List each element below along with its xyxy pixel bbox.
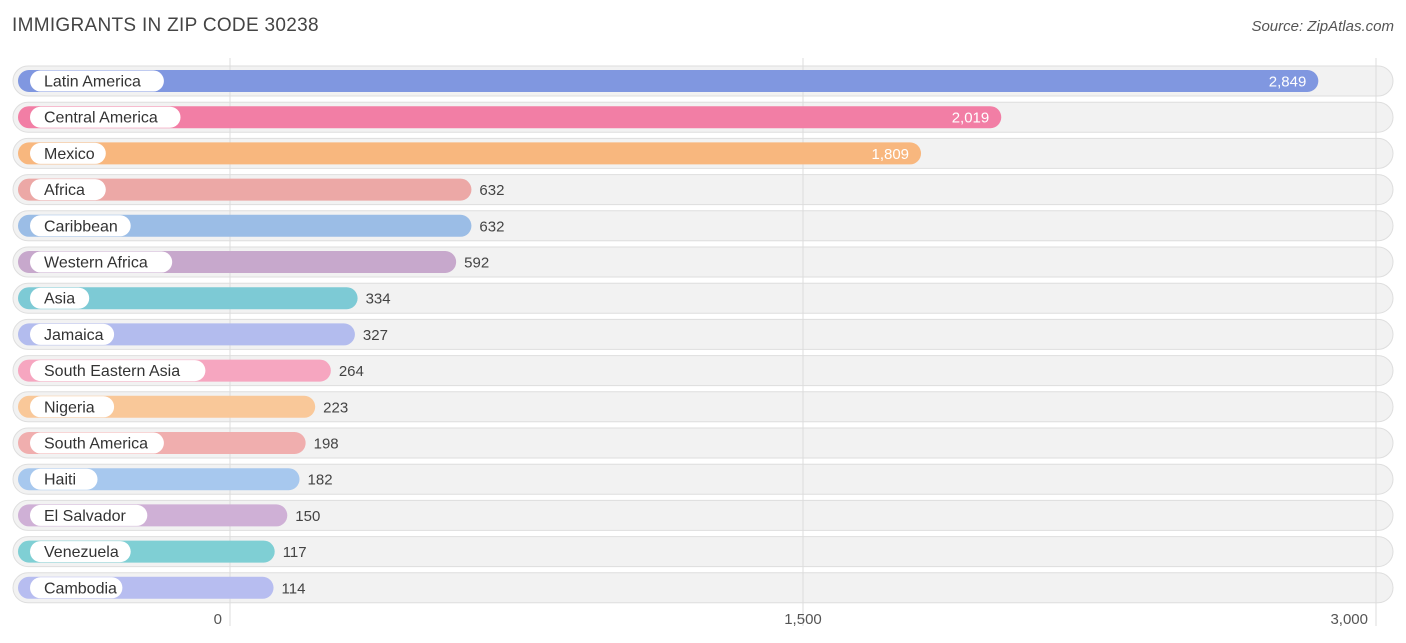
category-label: Nigeria xyxy=(44,399,95,416)
category-label: Caribbean xyxy=(44,218,118,235)
value-label: 592 xyxy=(464,255,489,272)
category-label: South America xyxy=(44,436,148,453)
category-label: Venezuela xyxy=(44,544,119,561)
value-label: 117 xyxy=(283,544,307,561)
category-label: Cambodia xyxy=(44,580,117,597)
category-label-bg xyxy=(30,179,106,201)
value-label: 2,849 xyxy=(1269,74,1307,91)
category-label-bg xyxy=(30,504,148,526)
bar-track xyxy=(12,355,1394,387)
value-label: 150 xyxy=(295,508,320,525)
bar-track xyxy=(12,318,1394,350)
category-label-bg xyxy=(30,106,181,128)
value-label: 198 xyxy=(314,436,339,453)
category-label-bg xyxy=(30,70,164,92)
category-label-bg xyxy=(30,468,98,490)
bar xyxy=(18,142,922,165)
bar-track xyxy=(12,536,1394,568)
bar-track xyxy=(12,499,1394,531)
value-label: 334 xyxy=(366,291,391,308)
value-label: 182 xyxy=(308,472,333,489)
x-tick-label: 1,500 xyxy=(784,611,822,628)
value-label: 264 xyxy=(339,363,364,380)
value-label: 114 xyxy=(282,580,306,597)
category-label-bg xyxy=(30,432,164,454)
x-tick-label: 3,000 xyxy=(1330,611,1368,628)
category-label-bg xyxy=(30,323,115,345)
category-label: El Salvador xyxy=(44,508,126,525)
bar-track xyxy=(12,463,1394,495)
bar xyxy=(18,106,1002,129)
bar xyxy=(18,70,1319,92)
chart-source: Source: ZipAtlas.com xyxy=(1251,18,1394,35)
chart-title: IMMIGRANTS IN ZIP CODE 30238 xyxy=(12,15,319,36)
bar-track xyxy=(12,391,1394,423)
category-label-bg xyxy=(30,142,106,164)
value-label: 2,019 xyxy=(952,110,990,127)
category-label: Central America xyxy=(44,110,158,127)
bar-track xyxy=(12,572,1394,604)
category-label-bg xyxy=(30,396,115,418)
category-label: South Eastern Asia xyxy=(44,363,180,380)
category-label: Mexico xyxy=(44,146,95,163)
value-label: 1,809 xyxy=(871,146,909,163)
category-label: Western Africa xyxy=(44,255,148,272)
value-label: 632 xyxy=(479,218,504,235)
category-label-bg xyxy=(30,541,131,563)
category-label: Africa xyxy=(44,182,85,199)
bar xyxy=(18,178,472,201)
bar-track xyxy=(12,427,1394,459)
category-label: Haiti xyxy=(44,472,76,489)
category-label-bg xyxy=(30,360,206,382)
category-label: Latin America xyxy=(44,74,141,91)
bar-track xyxy=(12,282,1394,314)
category-label-bg xyxy=(30,251,173,273)
category-label-bg xyxy=(30,215,131,237)
bar xyxy=(18,287,358,310)
x-tick-label: 0 xyxy=(214,611,222,628)
bar xyxy=(18,214,472,237)
category-label-bg xyxy=(30,577,123,599)
value-label: 223 xyxy=(323,399,348,416)
value-label: 327 xyxy=(363,327,388,344)
category-label: Asia xyxy=(44,291,75,308)
category-label-bg xyxy=(30,287,90,309)
category-label: Jamaica xyxy=(44,327,104,344)
value-label: 632 xyxy=(479,182,504,199)
